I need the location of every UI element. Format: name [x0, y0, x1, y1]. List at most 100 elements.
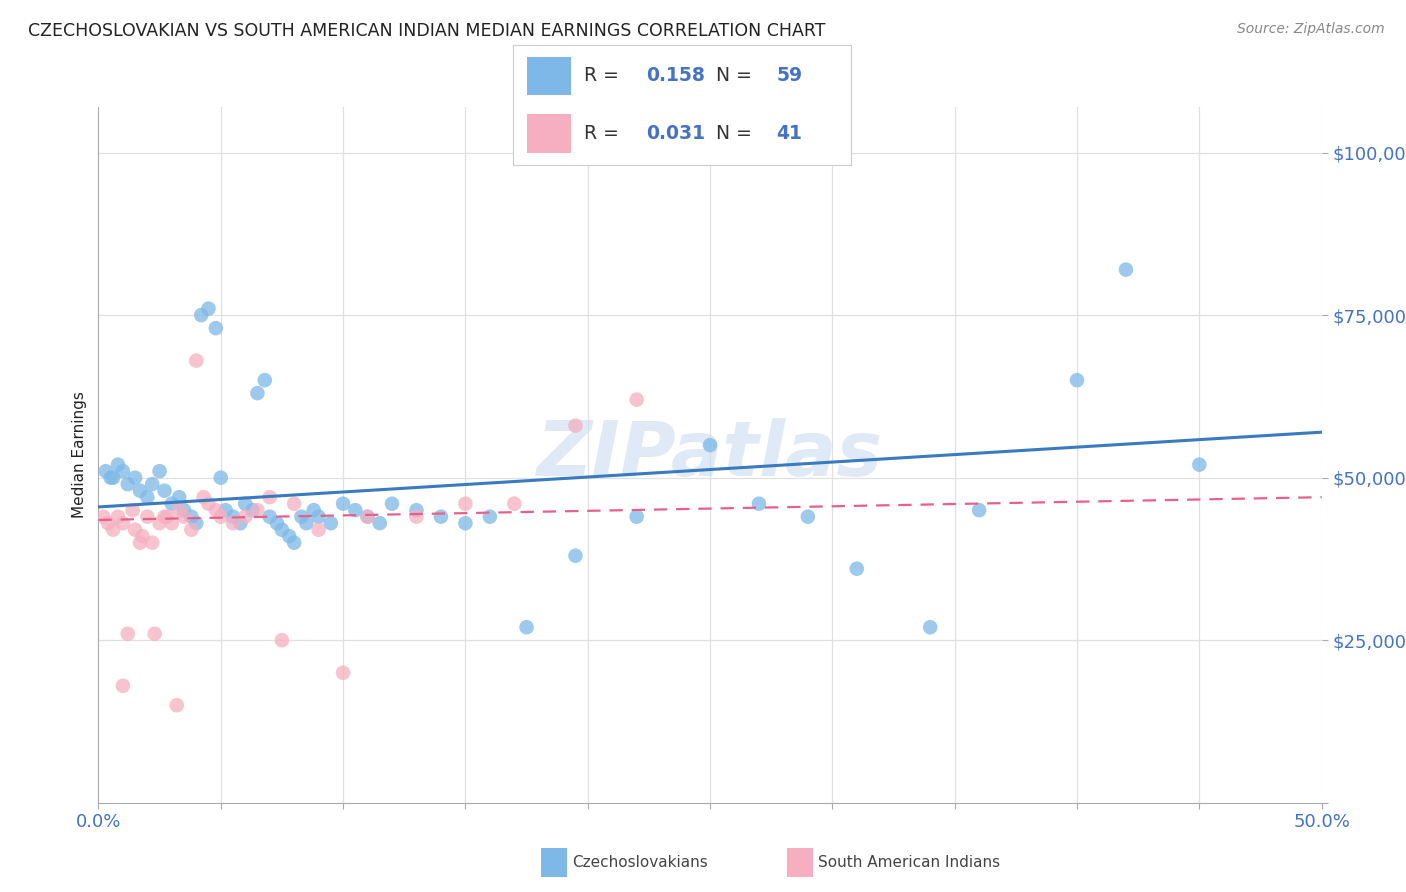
Text: 41: 41: [776, 124, 803, 144]
Point: [233, 509, 256, 524]
Text: Source: ZipAtlas.com: Source: ZipAtlas.com: [1237, 22, 1385, 37]
Point: [699, 438, 721, 452]
Point: [283, 535, 305, 549]
Point: [143, 626, 166, 640]
Point: [920, 620, 942, 634]
Point: [259, 490, 281, 504]
Point: [173, 503, 195, 517]
Point: [111, 516, 134, 531]
Point: [107, 509, 129, 524]
Point: [368, 516, 391, 531]
Point: [111, 679, 134, 693]
Point: [100, 471, 122, 485]
Bar: [527, 57, 571, 95]
Point: [503, 497, 526, 511]
Point: [1066, 373, 1088, 387]
Point: [222, 509, 245, 524]
Point: [141, 535, 163, 549]
Point: [205, 503, 228, 517]
Point: [1188, 458, 1211, 472]
Point: [381, 497, 404, 511]
Text: N =: N =: [716, 124, 758, 144]
Point: [167, 490, 190, 504]
Point: [564, 549, 586, 563]
Point: [209, 471, 232, 485]
Point: [308, 509, 330, 524]
Point: [101, 471, 124, 485]
Text: ZIPatlas: ZIPatlas: [537, 418, 883, 491]
Point: [149, 464, 172, 478]
Point: [136, 509, 159, 524]
Point: [160, 497, 183, 511]
Point: [121, 503, 143, 517]
Text: 0.031: 0.031: [647, 124, 706, 144]
Point: [242, 503, 264, 517]
Point: [129, 483, 152, 498]
Point: [129, 535, 152, 549]
Point: [253, 373, 276, 387]
Point: [405, 503, 427, 517]
Point: [107, 458, 129, 472]
Point: [748, 497, 770, 511]
Point: [332, 665, 354, 680]
Text: R =: R =: [583, 124, 624, 144]
Point: [153, 483, 176, 498]
Point: [117, 626, 139, 640]
Text: R =: R =: [583, 66, 624, 86]
Point: [845, 562, 868, 576]
Point: [180, 523, 202, 537]
Point: [173, 509, 195, 524]
Point: [356, 509, 378, 524]
Point: [405, 509, 427, 524]
Point: [124, 523, 146, 537]
Point: [193, 490, 215, 504]
Point: [266, 516, 288, 531]
Point: [246, 503, 269, 517]
Point: [153, 509, 176, 524]
Point: [233, 497, 256, 511]
Point: [131, 529, 153, 543]
Point: [91, 509, 114, 524]
Point: [515, 620, 537, 634]
Point: [290, 509, 312, 524]
Point: [454, 516, 477, 531]
Point: [332, 497, 354, 511]
Point: [111, 464, 134, 478]
Point: [295, 516, 318, 531]
Point: [124, 471, 146, 485]
Point: [197, 301, 219, 316]
Text: CZECHOSLOVAKIAN VS SOUTH AMERICAN INDIAN MEDIAN EARNINGS CORRELATION CHART: CZECHOSLOVAKIAN VS SOUTH AMERICAN INDIAN…: [28, 22, 825, 40]
Point: [166, 698, 188, 713]
Point: [180, 509, 202, 524]
Point: [319, 516, 342, 531]
Point: [94, 464, 117, 478]
Text: N =: N =: [716, 66, 758, 86]
Point: [626, 509, 648, 524]
Text: 59: 59: [776, 66, 803, 86]
Point: [190, 308, 212, 322]
Point: [229, 516, 252, 531]
Point: [141, 477, 163, 491]
Point: [214, 503, 236, 517]
Point: [186, 353, 208, 368]
Text: Czechoslovakians: Czechoslovakians: [572, 855, 709, 870]
Point: [356, 509, 378, 524]
Point: [302, 503, 325, 517]
Point: [149, 516, 172, 531]
Point: [478, 509, 501, 524]
Bar: [527, 114, 571, 153]
Point: [564, 418, 586, 433]
Point: [197, 497, 219, 511]
Point: [167, 503, 190, 517]
Point: [186, 516, 208, 531]
Point: [270, 633, 294, 648]
Point: [160, 516, 183, 531]
Point: [259, 509, 281, 524]
Point: [344, 503, 367, 517]
Point: [308, 523, 330, 537]
Point: [97, 516, 120, 531]
Point: [246, 386, 269, 401]
Point: [967, 503, 990, 517]
Point: [283, 497, 305, 511]
Text: South American Indians: South American Indians: [818, 855, 1001, 870]
